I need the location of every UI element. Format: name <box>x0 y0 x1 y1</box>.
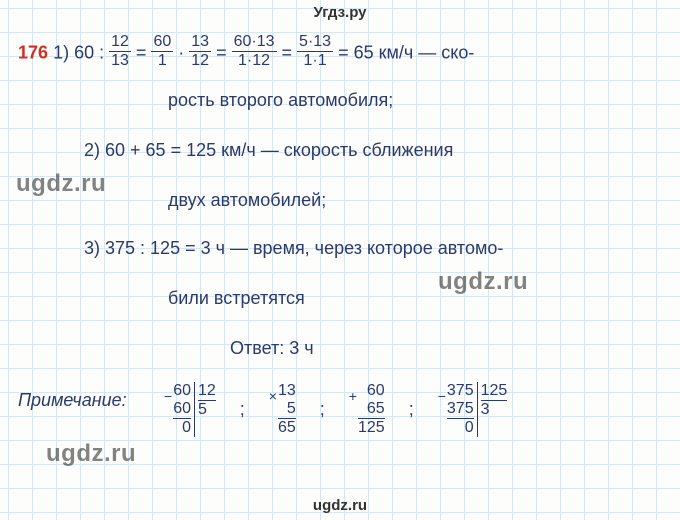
row-6: били встретятся <box>168 286 305 310</box>
problem-number: 176 <box>18 42 48 62</box>
row-4: двух автомобилей; <box>168 188 326 212</box>
handwritten-content: 176 1) 60 : 1213 = 601 · 1312 = 60·131·1… <box>0 0 680 520</box>
row-2: рость второго автомобиля; <box>168 88 393 112</box>
fraction: 5·131·1 <box>297 34 333 69</box>
calc-longdiv-1: − 60 60 0 12 5 <box>164 382 216 437</box>
row-3: 2) 60 + 65 = 125 км/ч — скорость сближен… <box>84 138 453 162</box>
separator: ; <box>238 399 247 420</box>
row-1: 176 1) 60 : 1213 = 601 · 1312 = 60·131·1… <box>18 36 474 71</box>
calc-mult-1: × 13 5 65 <box>269 382 296 437</box>
row-5: 3) 375 : 125 = 3 ч — время, через которо… <box>84 236 503 260</box>
separator: ; <box>318 399 327 420</box>
answer-line: Ответ: 3 ч <box>230 336 314 360</box>
calc-row: − 60 60 0 12 5 ; × 13 5 <box>164 382 507 437</box>
text: = 65 км/ч — ско- <box>338 42 474 62</box>
separator: ; <box>407 399 416 420</box>
minus-icon: − <box>164 388 173 404</box>
fraction: 60·131·12 <box>232 34 277 69</box>
fraction: 1213 <box>109 34 131 69</box>
calc-longdiv-2: − 375 375 0 125 3 <box>438 382 508 437</box>
page-header: Угдз.ру <box>0 4 680 21</box>
text: 1) 60 : <box>53 42 104 62</box>
fraction: 1312 <box>189 34 211 69</box>
times-icon: × <box>269 388 278 404</box>
plus-icon: + <box>349 388 358 404</box>
minus-icon: − <box>438 388 447 404</box>
calc-add-1: + 60 65 125 <box>349 382 385 437</box>
page-footer: ugdz.ru <box>0 497 680 514</box>
fraction: 601 <box>151 34 173 69</box>
note-label: Примечание: <box>18 388 127 412</box>
